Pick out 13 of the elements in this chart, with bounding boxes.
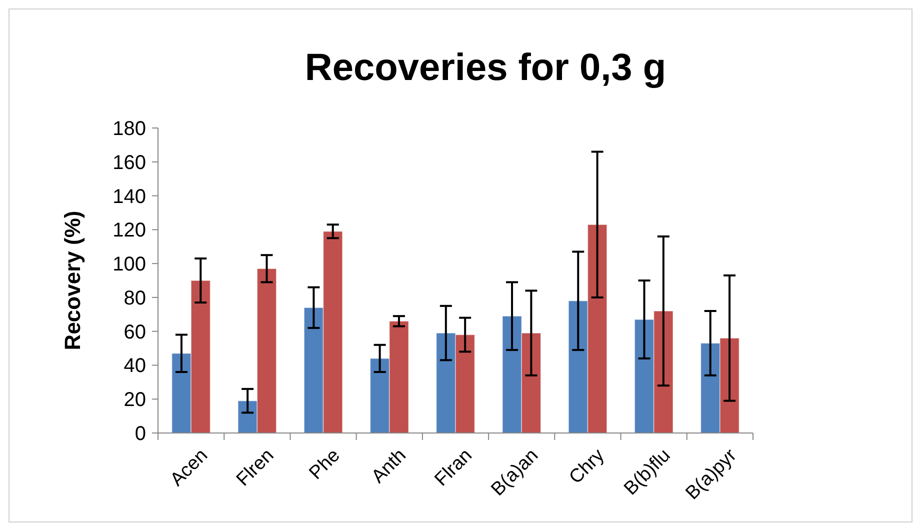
y-tick-label: 140 xyxy=(112,186,146,208)
y-tick-label: 80 xyxy=(124,287,146,310)
y-axis-title: Recovery (%) xyxy=(60,210,85,350)
y-tick-label: 60 xyxy=(124,321,146,344)
x-tick-label: Phe xyxy=(305,445,344,484)
y-tick-label: 100 xyxy=(112,254,146,276)
chart-title: Recoveries for 0,3 g xyxy=(304,47,666,89)
y-tick-label: 160 xyxy=(112,152,146,174)
y-tick-label: 20 xyxy=(124,389,146,412)
y-tick-label: 40 xyxy=(124,355,146,378)
y-tick-label: 120 xyxy=(112,220,146,242)
y-tick-label: 180 xyxy=(112,118,146,140)
y-tick-label: 0 xyxy=(134,423,146,445)
